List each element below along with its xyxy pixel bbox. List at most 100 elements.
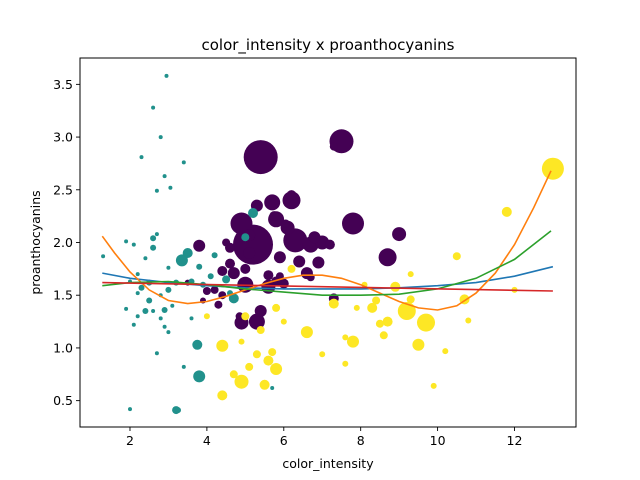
y-tick-label-4: 2.5 <box>53 182 73 197</box>
y-tick-label-5: 3.0 <box>53 130 73 145</box>
scatter-point-1-43 <box>170 303 175 308</box>
scatter-point-2-16 <box>367 302 378 313</box>
scatter-point-1-11 <box>135 272 140 277</box>
scatter-point-1-10 <box>143 256 148 261</box>
scatter-point-1-50 <box>248 208 258 218</box>
scatter-point-1-29 <box>154 351 159 356</box>
scatter-point-2-1 <box>501 206 512 217</box>
scatter-point-0-24 <box>308 231 321 244</box>
trend-line-1 <box>101 170 552 311</box>
scatter-point-0-19 <box>273 251 286 264</box>
scatter-point-2-20 <box>319 351 326 358</box>
y-tick-label-3: 2.0 <box>53 235 73 250</box>
scatter-point-2-38 <box>342 360 349 367</box>
scatter-point-0-4 <box>264 194 281 211</box>
scatter-point-1-54 <box>135 314 140 319</box>
scatter-point-1-5 <box>181 160 186 165</box>
scatter-point-2-12 <box>382 316 393 327</box>
scatter-point-1-32 <box>131 322 136 327</box>
scatter-point-2-33 <box>256 326 265 334</box>
scatter-point-0-15 <box>248 313 265 330</box>
trend-line-2 <box>102 230 552 296</box>
scatter-point-2-15 <box>372 296 381 305</box>
trend-lines <box>101 170 554 311</box>
scatter-point-2-29 <box>216 339 229 352</box>
scatter-point-1-9 <box>150 244 157 251</box>
scatter-point-2-0 <box>541 157 564 180</box>
scatter-point-2-22 <box>270 363 283 375</box>
trend-line-0 <box>102 265 554 290</box>
scatter-point-0-49 <box>269 211 280 222</box>
scatter-point-1-6 <box>139 155 144 160</box>
scatter-point-1-35 <box>142 308 149 314</box>
scatter-point-0-51 <box>281 219 290 228</box>
chart-title: color_intensity x proanthocyanins <box>202 36 455 55</box>
scatter-point-1-46 <box>151 309 156 313</box>
scatter-point-2-13 <box>375 319 384 328</box>
scatter-point-1-52 <box>211 252 218 259</box>
scatter-point-2-18 <box>328 298 339 309</box>
scatter-point-1-37 <box>101 254 106 259</box>
scatter-point-1-48 <box>228 293 239 304</box>
scatter-point-2-31 <box>229 370 238 379</box>
scatter-point-2-26 <box>252 350 261 359</box>
scatter-point-1-2 <box>162 174 167 179</box>
scatter-point-1-30 <box>128 407 132 412</box>
y-tick-label-1: 1.0 <box>53 340 73 355</box>
scatter-point-0-32 <box>202 287 211 295</box>
scatter-point-1-38 <box>124 239 129 244</box>
scatter-point-2-24 <box>268 348 277 357</box>
scatter-point-2-11 <box>390 281 401 292</box>
scatter-point-2-35 <box>241 312 250 321</box>
x-axis-ticks: 2 4 6 8 10 12 <box>126 427 522 448</box>
scatter-point-0-43 <box>286 190 297 201</box>
scatter-point-2-5 <box>417 313 435 332</box>
scatter-point-2-14 <box>379 331 388 340</box>
x-axis-label: color_intensity <box>282 456 374 471</box>
scatter-point-2-17 <box>347 335 359 348</box>
scatter-point-1-44 <box>189 316 194 321</box>
y-tick-label-0: 0.5 <box>53 393 73 408</box>
scatter-point-1-21 <box>196 263 203 270</box>
y-axis-label: proanthocyanins <box>28 190 43 294</box>
scatter-point-2-32 <box>238 338 245 345</box>
scatter-point-0-17 <box>254 305 267 317</box>
y-tick-label-6: 3.5 <box>53 77 73 92</box>
scatter-point-2-19 <box>342 334 349 341</box>
scatter-point-2-41 <box>353 304 360 311</box>
scatter-point-2-28 <box>234 374 249 389</box>
scatter-point-1-31 <box>181 364 186 369</box>
y-axis-ticks: 0.5 1.0 1.5 2.0 2.5 3.0 3.5 <box>53 77 80 408</box>
scatter-point-1-47 <box>270 386 275 390</box>
x-tick-label-3: 8 <box>357 433 365 448</box>
scatter-point-1-33 <box>124 306 129 311</box>
scatter-point-1-22 <box>207 273 214 280</box>
scatter-point-1-40 <box>154 232 159 237</box>
scatter-point-1-1 <box>158 135 163 140</box>
scatter-point-0-37 <box>222 238 231 247</box>
scatter-point-2-30 <box>217 390 228 401</box>
scatter-point-1-39 <box>131 242 136 247</box>
scatter-point-1-4 <box>154 188 159 193</box>
scatter-point-0-42 <box>243 247 256 259</box>
scatter-point-1-0 <box>151 105 156 110</box>
scatter-point-2-4 <box>465 317 472 324</box>
trend-line-3 <box>102 281 553 292</box>
scatter-point-1-25 <box>175 407 181 414</box>
scatter-point-0-11 <box>293 255 306 268</box>
scatter-point-2-23 <box>263 355 274 366</box>
scatter-point-0-20 <box>378 248 397 267</box>
scatter-point-2-37 <box>287 264 296 273</box>
scatter-point-2-39 <box>407 271 414 278</box>
scatter-point-0-47 <box>324 239 335 250</box>
scatter-point-0-18 <box>193 239 206 252</box>
scatter-point-1-49 <box>241 233 250 242</box>
scatter-point-1-19 <box>182 248 193 258</box>
scatter-point-1-13 <box>138 284 145 291</box>
scatter-point-2-9 <box>442 348 449 355</box>
scatter-point-2-21 <box>300 326 313 339</box>
scatter-point-2-36 <box>203 313 210 320</box>
x-tick-label-1: 4 <box>203 433 211 448</box>
scatter-point-1-36 <box>158 316 163 321</box>
